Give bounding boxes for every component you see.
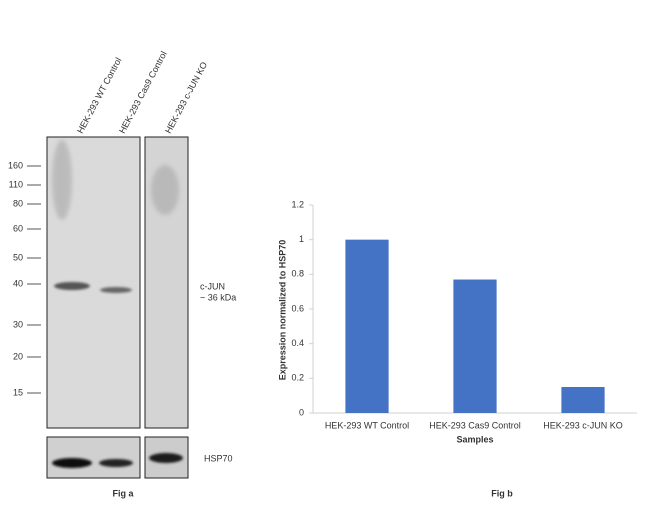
band-size: ~ 36 kDa — [200, 292, 236, 302]
y-tick-label: 1 — [299, 234, 304, 244]
x-tick-label: HEK-293 c-JUN KO — [543, 420, 623, 430]
loading-label: HSP70 — [204, 453, 233, 463]
marker-label: 80 — [13, 198, 23, 208]
bar — [453, 279, 497, 413]
lane-label: HEK-293 WT Control — [75, 56, 123, 135]
y-tick-label: 1.2 — [291, 199, 304, 209]
caption: Fig b — [491, 488, 513, 498]
y-tick-label: 0.8 — [291, 269, 304, 279]
lane-label: HEK-293 Cas9 Control — [117, 50, 169, 136]
x-tick-label: HEK-293 Cas9 Control — [429, 420, 521, 430]
y-axis-title: Expression normalized to HSP70 — [277, 240, 287, 381]
caption: Fig a — [112, 488, 134, 498]
x-axis-title: Samples — [456, 434, 493, 444]
bands — [52, 282, 183, 468]
band-label: c-JUN — [200, 281, 225, 291]
y-tick-label: 0 — [299, 407, 304, 417]
marker-label: 110 — [9, 179, 23, 189]
y-tick-label: 0.6 — [291, 303, 304, 313]
marker-label: 40 — [13, 278, 23, 288]
x-tick-label: HEK-293 WT Control — [325, 420, 409, 430]
marker-label: 160 — [8, 160, 23, 170]
marker-label: 50 — [13, 252, 23, 262]
lane-label: HEK-293 c-JUN KO — [163, 60, 209, 135]
bar — [345, 239, 389, 413]
y-tick-label: 0.4 — [291, 338, 304, 348]
marker-label: 15 — [13, 387, 23, 397]
marker-label: 30 — [13, 319, 23, 329]
marker-label: 60 — [13, 223, 23, 233]
y-tick-label: 0.2 — [291, 373, 304, 383]
smear — [52, 140, 179, 220]
loading-panel — [46, 436, 141, 479]
marker-label: 20 — [13, 351, 23, 361]
bar — [561, 387, 605, 413]
